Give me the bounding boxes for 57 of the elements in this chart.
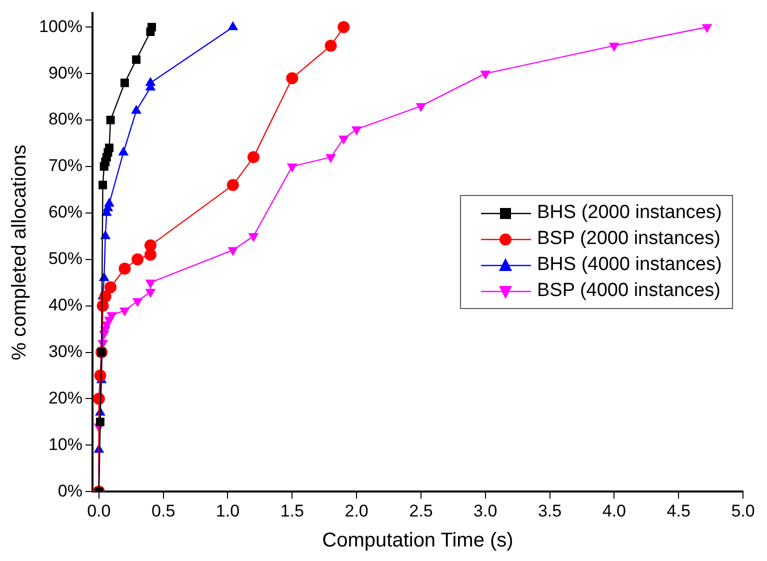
y-tick-label: 60% xyxy=(48,202,82,222)
point xyxy=(120,78,129,88)
x-tick-label: 4.0 xyxy=(602,501,626,520)
point xyxy=(324,40,337,52)
legend-label: BHS (2000 instances) xyxy=(537,201,722,226)
y-tick-label: 0% xyxy=(58,481,82,500)
y-tick-label: 80% xyxy=(48,110,82,129)
point xyxy=(132,298,143,308)
point xyxy=(147,22,156,32)
point xyxy=(248,151,260,164)
point xyxy=(104,144,114,152)
x-axis-title: Computation Time (s) xyxy=(322,530,514,552)
point xyxy=(228,247,238,256)
point xyxy=(96,418,104,426)
point xyxy=(132,253,144,266)
point xyxy=(132,55,141,64)
legend-label: BSP (2000 instances) xyxy=(537,227,720,252)
x-tick-label: 1.5 xyxy=(280,501,304,520)
x-tick-label: 2.0 xyxy=(344,501,368,520)
y-axis-title: % completed allocations xyxy=(8,144,31,360)
point xyxy=(338,136,349,145)
point xyxy=(104,281,117,294)
y-tick-label: 90% xyxy=(48,63,82,82)
x-tick-label: 2.5 xyxy=(409,501,433,520)
point xyxy=(351,126,362,136)
x-tick-label: 0.0 xyxy=(87,501,111,520)
x-tick-label: 4.5 xyxy=(666,501,690,520)
x-tick-label: 5.0 xyxy=(731,501,755,520)
x-tick-label: 0.5 xyxy=(152,501,176,520)
x-tick-label: 1.0 xyxy=(216,501,240,520)
y-tick-label: 40% xyxy=(48,296,82,314)
point xyxy=(144,239,156,252)
point xyxy=(326,154,336,164)
point xyxy=(226,179,239,192)
point xyxy=(248,233,259,242)
point xyxy=(118,262,131,275)
y-tick-label: 100% xyxy=(38,16,82,36)
legend-label: BHS (4000 instances) xyxy=(537,253,722,278)
point xyxy=(119,307,130,316)
point xyxy=(228,21,238,30)
point xyxy=(145,288,156,298)
point xyxy=(98,180,108,190)
legend-label: BSP (4000 instances) xyxy=(537,279,720,304)
y-tick-label: 10% xyxy=(48,434,82,454)
y-tick-label: 20% xyxy=(48,388,82,408)
x-tick-label: 3.5 xyxy=(538,501,562,520)
point xyxy=(416,103,426,112)
y-tick-label: 30% xyxy=(48,342,82,361)
point xyxy=(145,280,156,289)
point xyxy=(106,312,117,322)
y-tick-label: 70% xyxy=(48,156,82,176)
point xyxy=(286,72,298,84)
point xyxy=(338,21,350,34)
y-tick-label: 50% xyxy=(48,249,82,268)
x-tick-label: 3.0 xyxy=(474,501,498,520)
point xyxy=(286,163,298,172)
point xyxy=(106,116,115,124)
